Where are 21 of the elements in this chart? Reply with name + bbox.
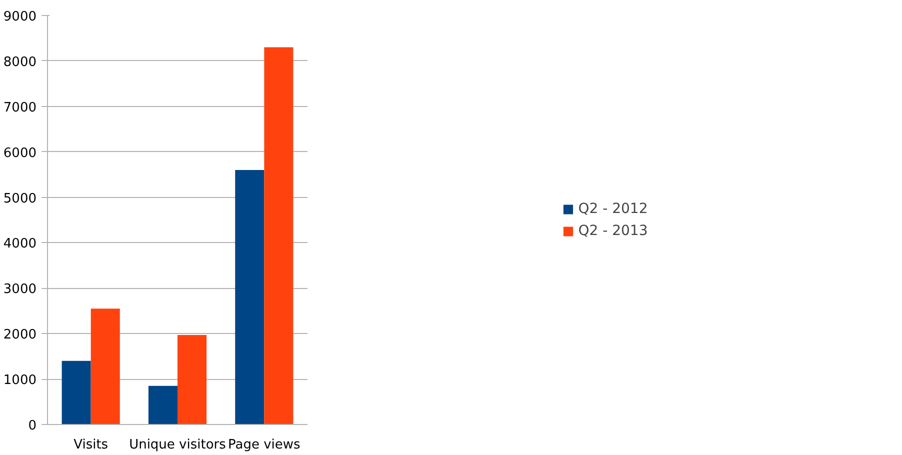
legend-label: Q2 - 2013 <box>578 222 648 238</box>
bar <box>62 360 91 424</box>
bar <box>264 47 294 424</box>
y-tick-label: 6000 <box>3 146 37 161</box>
y-tick-label: 9000 <box>3 10 37 24</box>
legend-label: Q2 - 2012 <box>578 200 648 216</box>
y-tick-label: 7000 <box>3 100 37 116</box>
y-tick-label: 5000 <box>3 191 37 206</box>
bar <box>235 170 264 424</box>
y-tick-label: 2000 <box>3 328 37 343</box>
x-tick-label: Page views <box>228 438 301 452</box>
bar <box>90 308 120 424</box>
y-tick-label: 0 <box>28 418 37 434</box>
y-tick-label: 8000 <box>3 54 37 70</box>
y-tick-label: 1000 <box>3 373 37 388</box>
y-tick-label: 4000 <box>3 236 37 252</box>
y-tick-label: 3000 <box>3 282 37 298</box>
bar <box>178 334 207 424</box>
bar <box>148 386 178 424</box>
x-tick-label: Visits <box>74 438 108 452</box>
x-tick-label: Unique visitors <box>129 438 226 452</box>
